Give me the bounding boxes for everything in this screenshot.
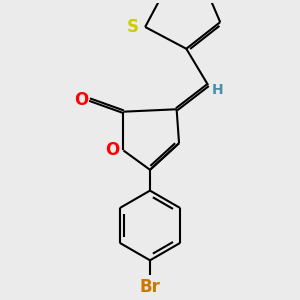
Text: O: O xyxy=(74,91,88,109)
Text: H: H xyxy=(212,83,224,97)
Text: Br: Br xyxy=(140,278,160,296)
Text: S: S xyxy=(127,18,139,36)
Text: O: O xyxy=(106,141,120,159)
